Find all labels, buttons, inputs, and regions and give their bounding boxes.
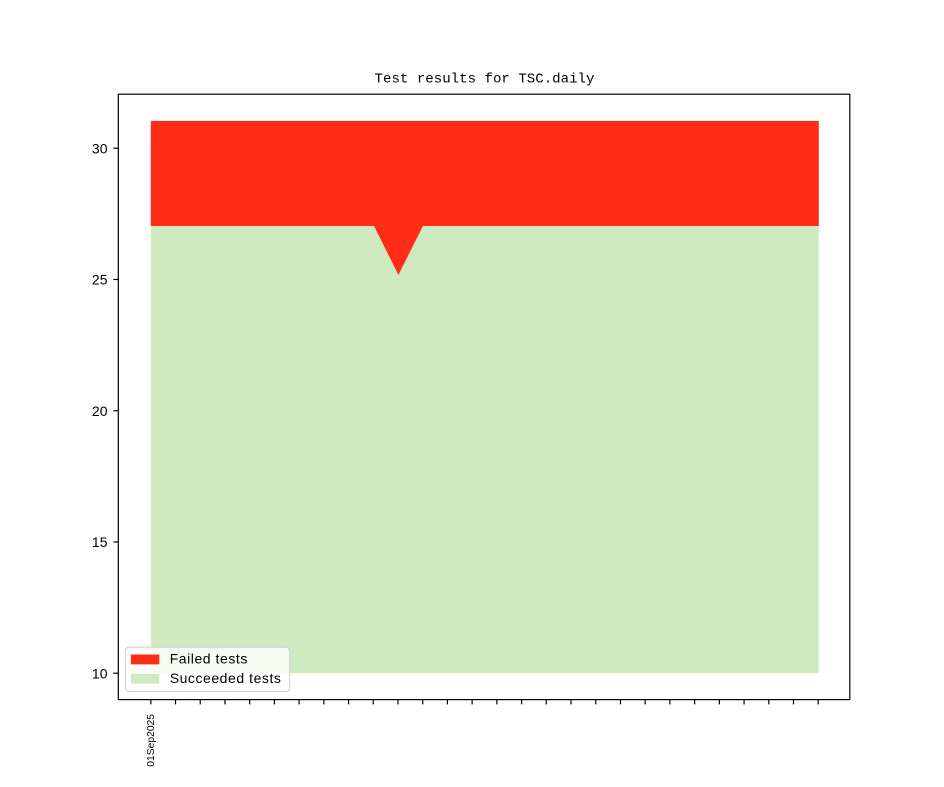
svg-text:25: 25 bbox=[92, 272, 108, 288]
svg-text:20: 20 bbox=[92, 403, 108, 419]
svg-text:Failed tests: Failed tests bbox=[170, 650, 248, 666]
svg-text:10: 10 bbox=[92, 665, 108, 681]
svg-text:01Sep2025: 01Sep2025 bbox=[146, 714, 157, 767]
svg-text:Test results for TSC.daily: Test results for TSC.daily bbox=[375, 72, 595, 88]
svg-text:30: 30 bbox=[92, 140, 108, 156]
svg-text:15: 15 bbox=[92, 534, 108, 550]
svg-text:Succeeded tests: Succeeded tests bbox=[170, 670, 282, 686]
